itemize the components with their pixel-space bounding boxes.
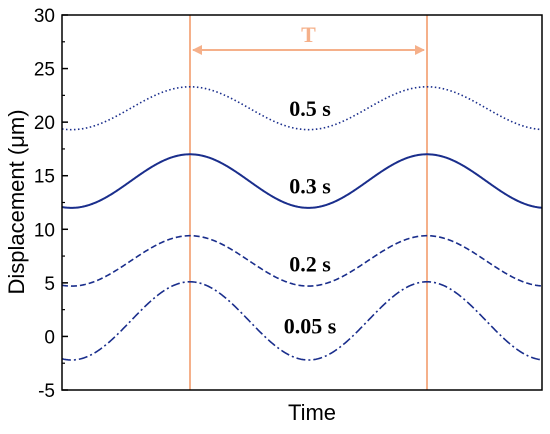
y-tick-label: 25: [34, 60, 55, 81]
series-label-3: 0.05 s: [284, 314, 337, 339]
y-axis: -5 0 5 10 15 20 25 30: [34, 6, 68, 402]
series-line-0: [61, 85, 543, 131]
y-tick-label: 10: [34, 220, 55, 241]
x-axis-label: Time: [288, 400, 336, 425]
series-line-2: [61, 234, 543, 287]
y-tick-label: 5: [44, 274, 55, 295]
series-label-2: 0.2 s: [289, 252, 331, 277]
series-line-3: [61, 280, 543, 361]
y-tick-label: -5: [38, 381, 55, 402]
period-marker: T: [189, 15, 428, 390]
series-layer: [61, 85, 543, 361]
series-line-1: [61, 153, 543, 209]
y-tick-label: 30: [34, 6, 55, 27]
y-tick-label: 20: [34, 113, 55, 134]
y-tick-label: 0: [44, 327, 55, 348]
y-tick-label: 15: [34, 167, 55, 188]
series-label-0: 0.5 s: [289, 96, 331, 121]
series-labels: 0.5 s 0.3 s 0.2 s 0.05 s: [284, 96, 337, 339]
y-axis-label: Displacement (μm): [4, 109, 29, 294]
series-label-1: 0.3 s: [289, 173, 331, 198]
period-label: T: [301, 22, 316, 47]
